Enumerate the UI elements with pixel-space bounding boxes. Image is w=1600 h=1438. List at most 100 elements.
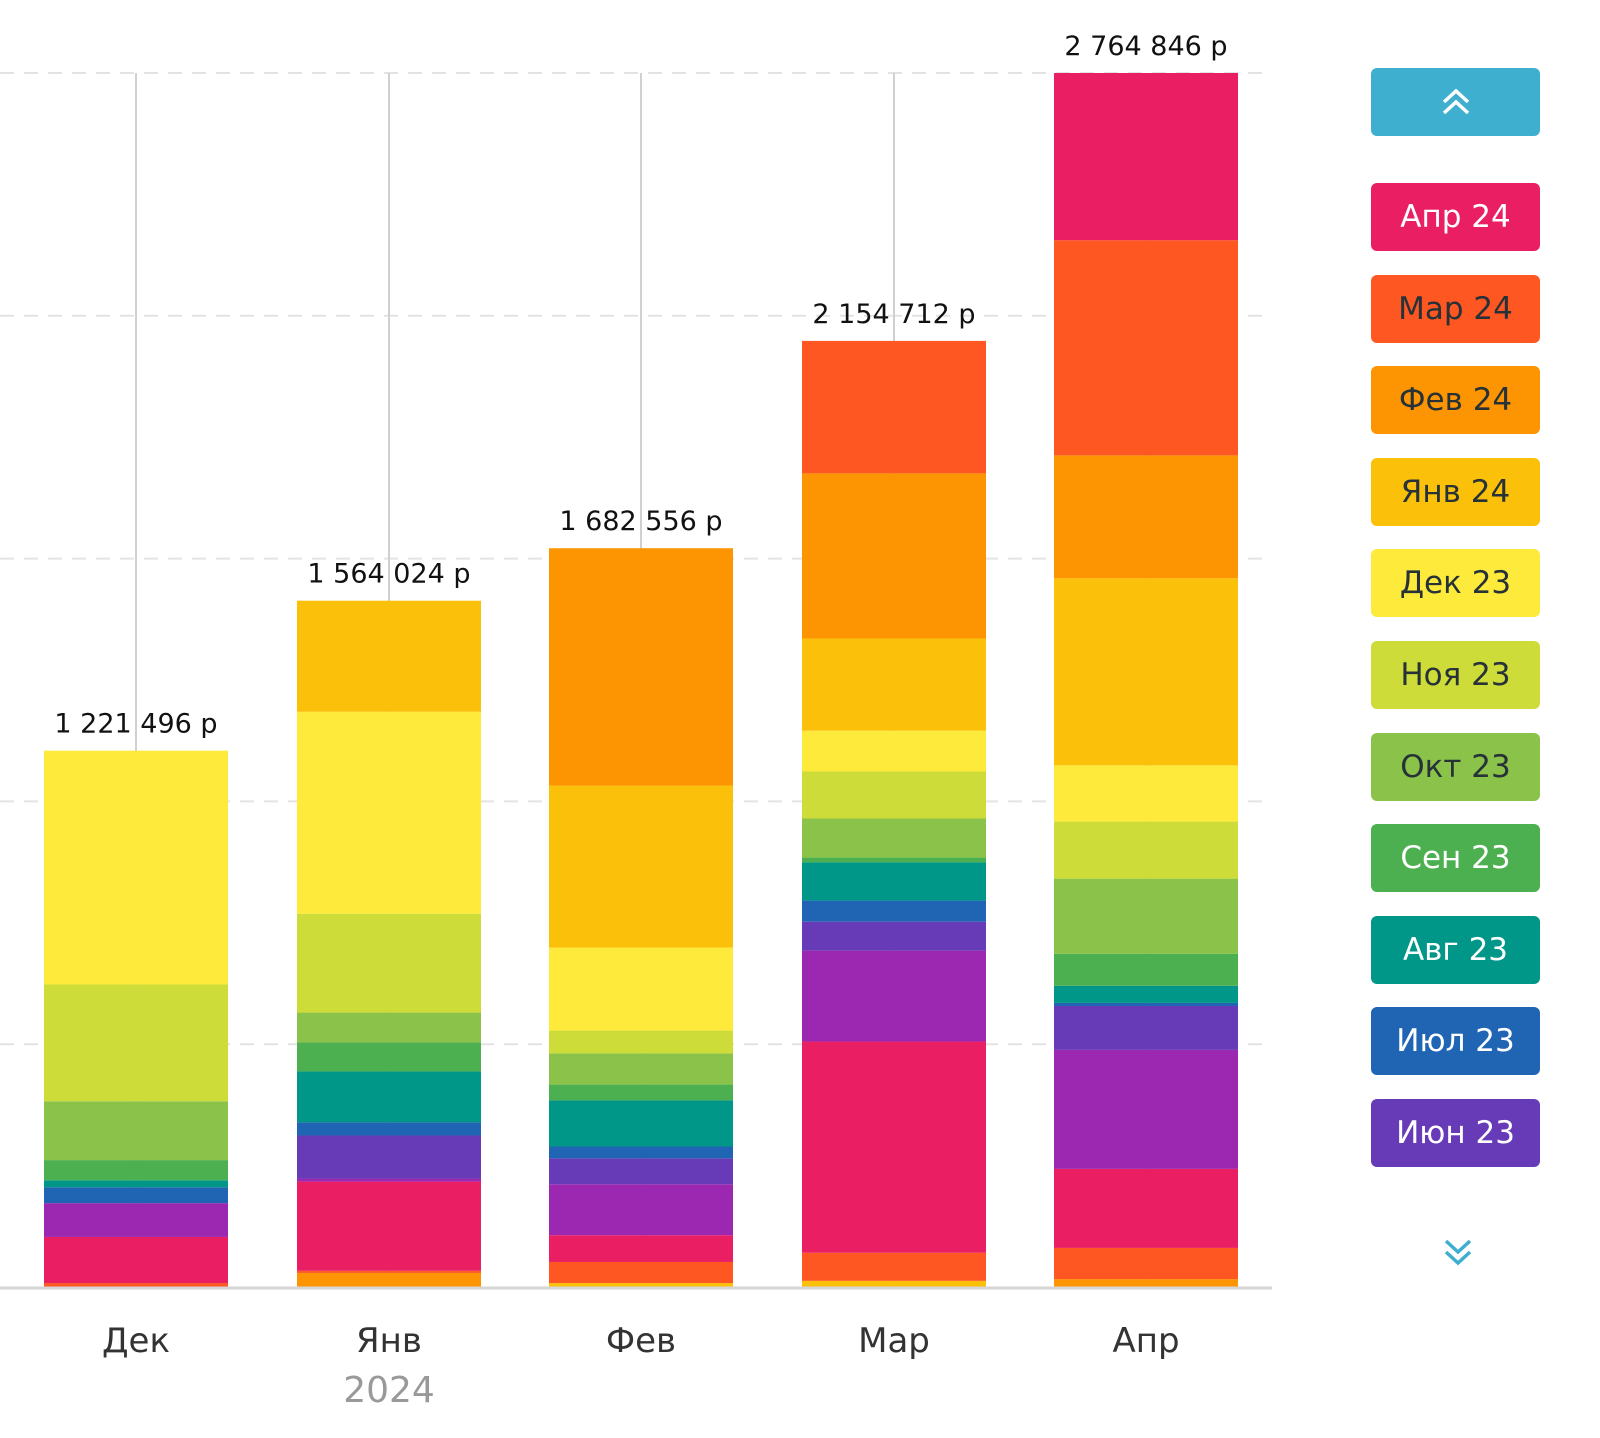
legend-scroll-down-button[interactable] (1430, 1232, 1486, 1272)
bar-segment[interactable] (549, 947, 733, 1031)
bar-segment[interactable] (549, 1235, 733, 1262)
legend-item[interactable]: Дек 23 (1371, 549, 1540, 618)
legend-item-label: Окт 23 (1400, 748, 1511, 785)
legend-item[interactable]: Июн 23 (1371, 1098, 1540, 1167)
legend-item-label: Июл 23 (1396, 1023, 1515, 1060)
bar-segment[interactable] (802, 730, 986, 772)
legend-item-label: Июн 23 (1396, 1114, 1515, 1151)
bar-segment[interactable] (802, 638, 986, 731)
bar-segment[interactable] (549, 1053, 733, 1085)
bar-segment[interactable] (297, 1012, 481, 1043)
bar-segment[interactable] (44, 1101, 228, 1161)
bar-segment[interactable] (802, 950, 986, 1042)
bar-stack-2 (549, 548, 733, 1287)
bar-segment[interactable] (549, 1261, 733, 1284)
bar-segment[interactable] (1054, 73, 1238, 241)
bar-segment[interactable] (44, 750, 228, 985)
bar-segment[interactable] (1054, 240, 1238, 456)
x-tick-label: Фев (606, 1321, 676, 1361)
bar-segment[interactable] (297, 1135, 481, 1179)
bar-segment[interactable] (802, 1252, 986, 1281)
bar-segment[interactable] (1054, 1002, 1238, 1006)
bar-segment[interactable] (297, 1071, 481, 1123)
bar-segment[interactable] (1054, 985, 1238, 1003)
bar-segment[interactable] (549, 1283, 733, 1287)
year-label: 2024 (343, 1370, 435, 1411)
bar-segment[interactable] (297, 1181, 481, 1271)
bar-segment[interactable] (802, 921, 986, 951)
bar-segment[interactable] (549, 1030, 733, 1054)
bar-segment[interactable] (297, 711, 481, 914)
legend-item-label: Дек 23 (1399, 565, 1512, 602)
bar-segment[interactable] (297, 913, 481, 1013)
bar-total-label: 1 221 496 р (54, 709, 217, 740)
bar-segment[interactable] (297, 1272, 481, 1287)
bar-segment[interactable] (802, 1041, 986, 1253)
legend-item[interactable]: Сен 23 (1371, 824, 1540, 893)
bar-segment[interactable] (802, 771, 986, 819)
bar-segment[interactable] (44, 1283, 228, 1287)
bar-segment[interactable] (549, 1158, 733, 1185)
bar-segment[interactable] (44, 1160, 228, 1181)
bar-segment[interactable] (1054, 1247, 1238, 1280)
bar-segment[interactable] (1054, 455, 1238, 579)
bar-segment[interactable] (549, 785, 733, 948)
bar-stack-3 (802, 340, 986, 1287)
bar-segment[interactable] (1054, 953, 1238, 986)
bar-segment[interactable] (802, 340, 986, 474)
legend-item[interactable]: Мар 24 (1371, 274, 1540, 343)
bar-segment[interactable] (297, 600, 481, 712)
bar-total-label: 2 764 846 р (1064, 31, 1227, 62)
bar-segment[interactable] (1054, 1279, 1238, 1287)
bar-segment[interactable] (802, 1280, 986, 1287)
bar-segment[interactable] (44, 1187, 228, 1204)
bar-segment[interactable] (549, 1184, 733, 1236)
bar-segment[interactable] (1054, 821, 1238, 879)
bar-segment[interactable] (44, 1180, 228, 1188)
bar-segment[interactable] (549, 1146, 733, 1159)
legend-item[interactable]: Авг 23 (1371, 915, 1540, 984)
bar-stack-4 (1054, 73, 1238, 1287)
bar-segment[interactable] (549, 548, 733, 786)
legend-item-label: Мар 24 (1398, 290, 1513, 327)
bar-segment[interactable] (802, 473, 986, 639)
bar-segment[interactable] (1054, 878, 1238, 954)
bar-segment[interactable] (44, 984, 228, 1102)
bar-segment[interactable] (44, 1236, 228, 1284)
bar-total-label: 1 564 024 р (307, 558, 470, 589)
bar-segment[interactable] (549, 1084, 733, 1101)
legend-item[interactable]: Фев 24 (1371, 366, 1540, 435)
legend-item[interactable]: Янв 24 (1371, 457, 1540, 526)
legend-item-label: Ноя 23 (1400, 656, 1511, 693)
x-tick-label: Дек (102, 1321, 170, 1361)
x-tick-label: Мар (858, 1321, 930, 1361)
bar-segment[interactable] (802, 818, 986, 858)
legend-scroll-up-button[interactable] (1371, 68, 1540, 136)
bar-segment[interactable] (297, 1042, 481, 1072)
bar-segment[interactable] (802, 857, 986, 863)
bar-stack-0 (44, 750, 228, 1287)
bar-segment[interactable] (297, 1122, 481, 1136)
x-tick-label: Апр (1112, 1321, 1179, 1361)
double-chevron-up-icon (1442, 88, 1469, 115)
bar-segment[interactable] (1054, 1168, 1238, 1248)
legend-item[interactable]: Окт 23 (1371, 732, 1540, 801)
bar-segment[interactable] (1054, 1049, 1238, 1169)
bar-segment[interactable] (1054, 765, 1238, 822)
bar-stack-1 (297, 600, 481, 1287)
legend-item[interactable]: Апр 24 (1371, 183, 1540, 251)
bar-segment[interactable] (297, 1270, 481, 1273)
bar-segment[interactable] (549, 1100, 733, 1147)
bar-segment[interactable] (802, 862, 986, 901)
x-tick-label: Янв (356, 1321, 422, 1361)
legend-item[interactable]: Ноя 23 (1371, 640, 1540, 709)
bar-segment[interactable] (802, 900, 986, 922)
legend-item[interactable]: Июл 23 (1371, 1007, 1540, 1076)
bar-segment[interactable] (1054, 1005, 1238, 1050)
legend: Апр 24 Мар 24 Фев 24 Янв 24 Дек 23 Ноя 23 Окт … (1371, 183, 1540, 1191)
bar-segment[interactable] (297, 1178, 481, 1182)
bar-total-label: 2 154 712 р (812, 299, 975, 330)
double-chevron-down-icon (1444, 1239, 1472, 1266)
bar-segment[interactable] (44, 1203, 228, 1237)
bar-segment[interactable] (1054, 578, 1238, 766)
